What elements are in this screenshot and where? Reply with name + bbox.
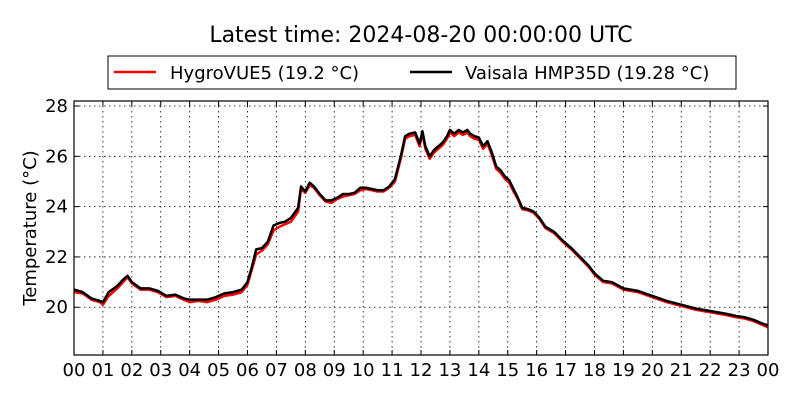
chart-title: Latest time: 2024-08-20 00:00:00 UTC <box>209 23 632 48</box>
x-tick-label: 18 <box>583 360 606 381</box>
x-tick-label: 20 <box>641 360 664 381</box>
x-tick-label: 07 <box>265 360 288 381</box>
x-tick-label: 14 <box>467 360 490 381</box>
axis-ticks: 00 01 02 03 04 05 06 07 08 09 10 11 12 13 14 15 16 17 18 19… <box>45 96 779 381</box>
legend-label-hygrovue5: HygroVUE5 (19.2 °C) <box>170 63 359 84</box>
x-tick-label: 22 <box>699 360 722 381</box>
y-axis-label: Temperature (°C) <box>20 150 41 306</box>
x-tick-label: 11 <box>381 360 404 381</box>
y-tick-label: 28 <box>45 96 68 117</box>
x-tick-label: 19 <box>612 360 635 381</box>
grid <box>74 101 768 355</box>
x-tick-label: 17 <box>554 360 577 381</box>
x-tick-label: 09 <box>323 360 346 381</box>
y-tick-label: 24 <box>45 197 68 218</box>
x-tick-label: 00 <box>63 360 86 381</box>
legend-label-vaisala: Vaisala HMP35D (19.28 °C) <box>465 63 709 84</box>
x-tick-label: 04 <box>178 360 201 381</box>
x-tick-label: 03 <box>149 360 172 381</box>
x-tick-label: 02 <box>120 360 143 381</box>
x-tick-label: 01 <box>91 360 114 381</box>
y-tick-label: 26 <box>45 146 68 167</box>
plot-frame <box>73 100 769 356</box>
legend: HygroVUE5 (19.2 °C) Vaisala HMP35D (19.2… <box>107 55 737 90</box>
x-tick-label: 00 <box>757 360 780 381</box>
y-tick-label: 22 <box>45 247 68 268</box>
x-tick-label: 08 <box>294 360 317 381</box>
series-line-vaisala <box>73 128 769 327</box>
y-tick-label: 20 <box>45 297 68 318</box>
x-tick-label: 15 <box>496 360 519 381</box>
series-lines <box>73 128 769 329</box>
x-tick-label: 05 <box>207 360 230 381</box>
x-tick-label: 23 <box>728 360 751 381</box>
x-tick-label: 12 <box>410 360 433 381</box>
x-tick-label: 13 <box>438 360 461 381</box>
x-tick-label: 16 <box>525 360 548 381</box>
x-tick-label: 21 <box>670 360 693 381</box>
x-tick-label: 10 <box>352 360 375 381</box>
x-tick-label: 06 <box>236 360 259 381</box>
